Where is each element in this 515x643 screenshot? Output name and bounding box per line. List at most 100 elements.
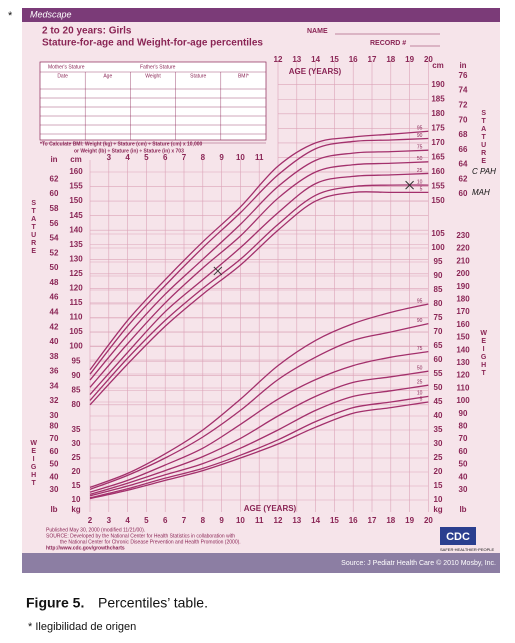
y-tick-label: 30 xyxy=(50,485,59,494)
age-tick-label: 5 xyxy=(144,516,149,525)
y-tick-label: 200 xyxy=(456,269,470,278)
y-tick-label: 100 xyxy=(69,342,83,351)
age-tick-label: 17 xyxy=(368,55,377,64)
y-tick-label: 150 xyxy=(69,196,83,205)
published: Published May 30, 2000 (modified 11/21/0… xyxy=(46,527,145,533)
age-tick-label: 6 xyxy=(163,153,168,162)
y-tick-label: 66 xyxy=(459,145,468,154)
y-tick-label: 15 xyxy=(72,481,81,490)
age-tick-label: 7 xyxy=(182,153,187,162)
percentile-label: 75 xyxy=(417,145,423,151)
y-tick-label: 185 xyxy=(431,94,445,103)
percentile-label: 50 xyxy=(417,156,423,162)
y-tick-label: 80 xyxy=(434,299,443,308)
percentile-label: 90 xyxy=(417,318,423,324)
handwriting: C PAH xyxy=(472,167,496,176)
y-tick-label: 160 xyxy=(456,320,470,329)
plotted-point xyxy=(405,180,414,190)
y-tick-label: 46 xyxy=(50,293,59,302)
y-tick-label: 140 xyxy=(456,345,470,354)
unit-label: in xyxy=(50,155,57,164)
unit-label: kg xyxy=(433,505,442,514)
source: SOURCE: Developed by the National Center… xyxy=(46,533,235,539)
y-tick-label: 64 xyxy=(459,160,468,169)
cdc-logo xyxy=(440,527,476,545)
y-tick-label: 110 xyxy=(457,383,470,392)
y-tick-label: 90 xyxy=(459,409,468,418)
age-tick-label: 12 xyxy=(274,516,283,525)
percentile-curve xyxy=(89,191,429,406)
table-mother: Mother's Stature xyxy=(48,64,85,70)
handwriting: MAH xyxy=(472,188,490,197)
age-tick-label: 14 xyxy=(311,516,320,525)
y-tick-label: 70 xyxy=(459,115,468,124)
axis-title: STATURE xyxy=(30,200,37,256)
y-tick-label: 50 xyxy=(459,460,468,469)
y-tick-label: 40 xyxy=(434,411,443,420)
y-tick-label: 68 xyxy=(459,130,468,139)
unit-label: in xyxy=(459,61,466,70)
y-tick-label: 70 xyxy=(50,434,59,443)
percentile-label: 5 xyxy=(420,187,423,193)
y-tick-label: 95 xyxy=(72,356,81,365)
age-tick-label: 18 xyxy=(386,55,395,64)
age-tick-label: 4 xyxy=(125,516,130,525)
age-tick-label: 6 xyxy=(163,516,168,525)
age-tick-label: 7 xyxy=(182,516,187,525)
table-father: Father's Stature xyxy=(140,64,176,70)
y-tick-label: 54 xyxy=(50,234,59,243)
y-tick-label: 50 xyxy=(50,460,59,469)
y-tick-label: 100 xyxy=(431,243,445,252)
age-tick-label: 15 xyxy=(330,516,339,525)
credit-bar xyxy=(22,553,500,573)
percentile-curve xyxy=(89,401,429,500)
y-tick-label: 10 xyxy=(72,495,81,504)
y-tick-label: 170 xyxy=(431,138,445,147)
record-table xyxy=(39,61,267,141)
y-tick-label: 20 xyxy=(434,467,443,476)
chart-subtitle: Stature-for-age and Weight-for-age perce… xyxy=(42,38,263,49)
y-tick-label: 90 xyxy=(434,271,443,280)
y-tick-label: 50 xyxy=(50,263,59,272)
y-tick-label: 34 xyxy=(50,381,59,390)
table-header: Weight xyxy=(145,73,161,79)
y-tick-label: 30 xyxy=(434,439,443,448)
age-tick-label: 16 xyxy=(349,55,358,64)
y-tick-label: 230 xyxy=(456,231,470,240)
percentile-label: 5 xyxy=(420,396,423,402)
y-tick-label: 10 xyxy=(434,495,443,504)
y-tick-label: 50 xyxy=(434,383,443,392)
y-tick-label: 100 xyxy=(456,396,470,405)
y-tick-label: 210 xyxy=(456,256,470,265)
y-tick-label: 30 xyxy=(50,411,59,420)
y-tick-label: 48 xyxy=(50,278,59,287)
age-tick-label: 20 xyxy=(424,55,433,64)
age-tick-label: 8 xyxy=(201,516,206,525)
percentile-label: 10 xyxy=(417,179,423,185)
y-tick-label: 110 xyxy=(70,313,83,322)
age-tick-label: 19 xyxy=(405,55,414,64)
brand: Medscape xyxy=(30,9,72,19)
percentile-curve xyxy=(89,161,429,388)
age-tick-label: 11 xyxy=(255,516,264,525)
age-tick-label: 18 xyxy=(386,516,395,525)
axis-title: AGE (YEARS) xyxy=(289,67,342,76)
y-tick-label: 42 xyxy=(50,322,59,331)
y-tick-label: 62 xyxy=(459,174,468,183)
y-tick-label: 72 xyxy=(459,101,468,110)
y-tick-label: 36 xyxy=(50,367,59,376)
axis-title: STATURE xyxy=(480,110,487,166)
table-header: Date xyxy=(57,73,68,79)
age-tick-label: 10 xyxy=(236,516,245,525)
source: the National Center for Chronic Disease … xyxy=(60,539,241,545)
age-tick-label: 16 xyxy=(349,516,358,525)
age-tick-label: 15 xyxy=(330,55,339,64)
y-tick-label: 52 xyxy=(50,248,59,257)
axis-title: WEIGHT xyxy=(29,440,37,488)
y-tick-label: 160 xyxy=(69,167,83,176)
table-header: Stature xyxy=(190,73,206,79)
y-tick-label: 145 xyxy=(69,211,83,220)
y-tick-label: 85 xyxy=(434,285,443,294)
y-tick-label: 25 xyxy=(72,453,81,462)
